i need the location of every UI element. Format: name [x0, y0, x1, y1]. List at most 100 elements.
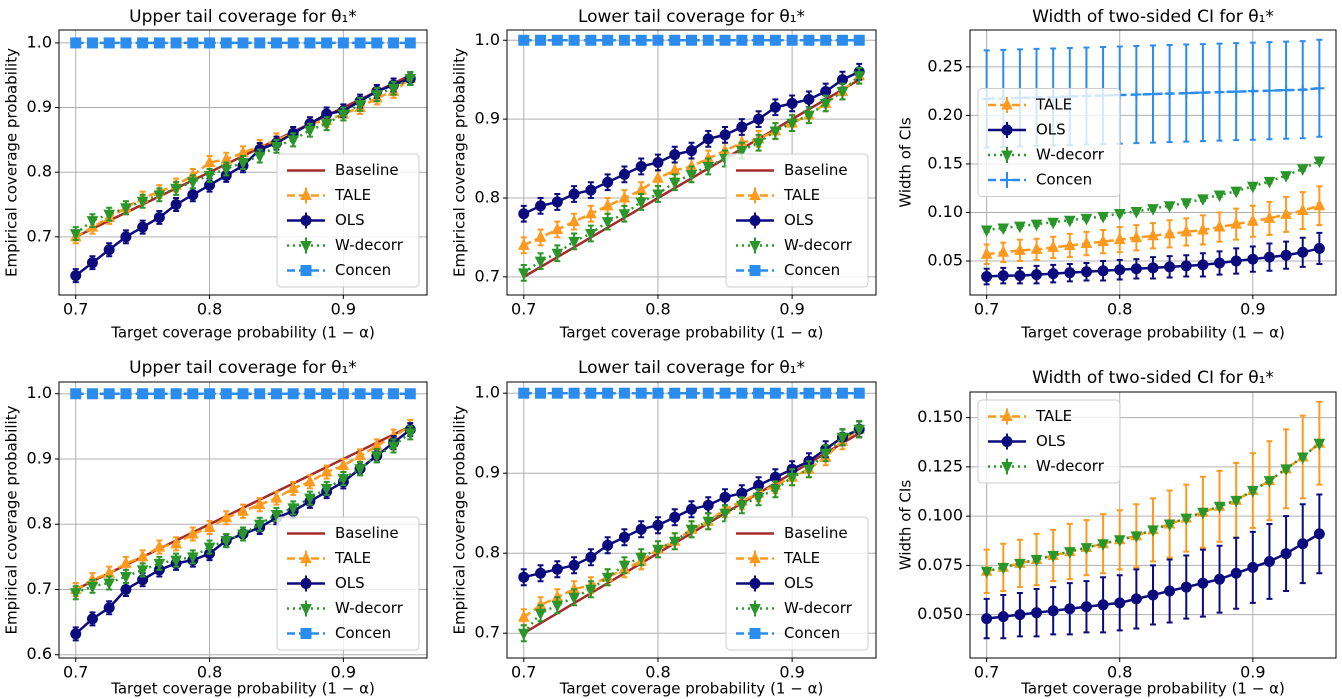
legend-label: OLS — [1036, 432, 1066, 450]
marker — [1280, 464, 1292, 476]
marker — [686, 503, 697, 515]
marker — [517, 628, 530, 641]
marker — [187, 552, 199, 564]
marker — [568, 214, 580, 227]
marker — [981, 271, 993, 283]
y-tick-label: 0.7 — [27, 226, 52, 245]
marker — [534, 230, 547, 242]
legend-label: W-decorr — [335, 236, 404, 254]
legend-label: OLS — [784, 574, 814, 592]
marker — [1163, 519, 1176, 532]
marker — [836, 432, 849, 445]
legend-marker — [749, 241, 761, 253]
plot-area — [517, 387, 866, 643]
marker — [1197, 259, 1209, 271]
marker — [601, 198, 614, 211]
marker — [1164, 585, 1176, 597]
marker — [320, 483, 333, 496]
legend-marker — [300, 215, 312, 226]
legend-label: OLS — [784, 211, 814, 229]
marker — [337, 474, 350, 486]
marker — [287, 503, 299, 516]
x-axis-label: Target coverage probability (1 − α) — [110, 324, 375, 342]
marker — [1197, 222, 1209, 235]
legend-marker — [300, 551, 312, 563]
marker — [204, 37, 216, 49]
marker — [1148, 89, 1158, 100]
marker — [270, 491, 283, 503]
marker — [404, 388, 416, 400]
legend-marker — [749, 215, 761, 226]
marker — [187, 177, 199, 190]
marker — [1113, 232, 1126, 245]
marker — [304, 493, 316, 506]
marker — [1047, 605, 1059, 617]
x-axis-label: Target coverage probability (1 − α) — [1020, 324, 1285, 342]
marker — [354, 37, 366, 49]
marker — [1263, 211, 1276, 223]
marker — [1014, 558, 1026, 571]
marker — [320, 464, 333, 477]
x-tick-label: 0.7 — [511, 663, 536, 682]
legend-label: TALE — [783, 549, 820, 567]
marker — [404, 428, 417, 441]
y-tick-label: 0.15 — [927, 153, 963, 172]
marker — [585, 387, 597, 399]
marker — [1214, 257, 1226, 269]
marker — [601, 217, 614, 229]
legend-label: OLS — [335, 211, 365, 229]
y-tick-label: 1.0 — [475, 30, 500, 49]
marker — [669, 149, 681, 161]
marker — [1247, 181, 1259, 194]
marker — [1097, 539, 1109, 551]
marker — [518, 208, 530, 220]
x-tick-label: 0.8 — [197, 300, 222, 319]
marker — [70, 37, 82, 49]
marker — [387, 441, 400, 454]
marker — [534, 608, 547, 621]
marker — [753, 34, 765, 46]
chart-title: Lower tail coverage for θ₁* — [578, 7, 805, 27]
marker — [170, 555, 182, 568]
y-tick-label: 0.10 — [927, 202, 963, 221]
marker — [618, 560, 631, 573]
marker — [753, 387, 765, 399]
marker — [1047, 217, 1059, 230]
marker — [170, 199, 182, 211]
marker — [803, 387, 815, 399]
marker — [1164, 88, 1175, 99]
marker — [518, 571, 530, 583]
marker — [203, 520, 216, 533]
y-tick-label: 0.9 — [27, 97, 52, 116]
marker — [337, 37, 349, 49]
marker — [652, 544, 664, 557]
marker — [1180, 513, 1193, 526]
marker — [669, 387, 681, 399]
marker — [86, 216, 99, 228]
marker — [1280, 171, 1292, 183]
marker — [371, 90, 383, 102]
marker — [1114, 264, 1126, 276]
axes-frame — [506, 381, 877, 659]
marker — [1064, 238, 1076, 250]
marker — [1296, 452, 1309, 465]
marker — [1113, 208, 1126, 221]
marker — [685, 524, 698, 537]
legend-marker — [300, 628, 312, 639]
x-tick-label: 0.8 — [645, 663, 670, 682]
marker — [551, 563, 563, 575]
legend-label: Concen — [784, 261, 840, 279]
x-tick-label: 0.7 — [63, 663, 88, 682]
marker — [853, 34, 865, 46]
marker — [1197, 577, 1209, 589]
legend-marker — [749, 628, 761, 639]
plot-area — [69, 388, 417, 642]
marker — [354, 448, 366, 461]
marker — [668, 177, 681, 190]
marker — [1214, 573, 1226, 585]
marker — [1080, 266, 1092, 278]
legend-label: TALE — [1035, 407, 1072, 425]
marker — [86, 257, 98, 269]
marker — [786, 34, 798, 46]
marker — [120, 556, 132, 568]
